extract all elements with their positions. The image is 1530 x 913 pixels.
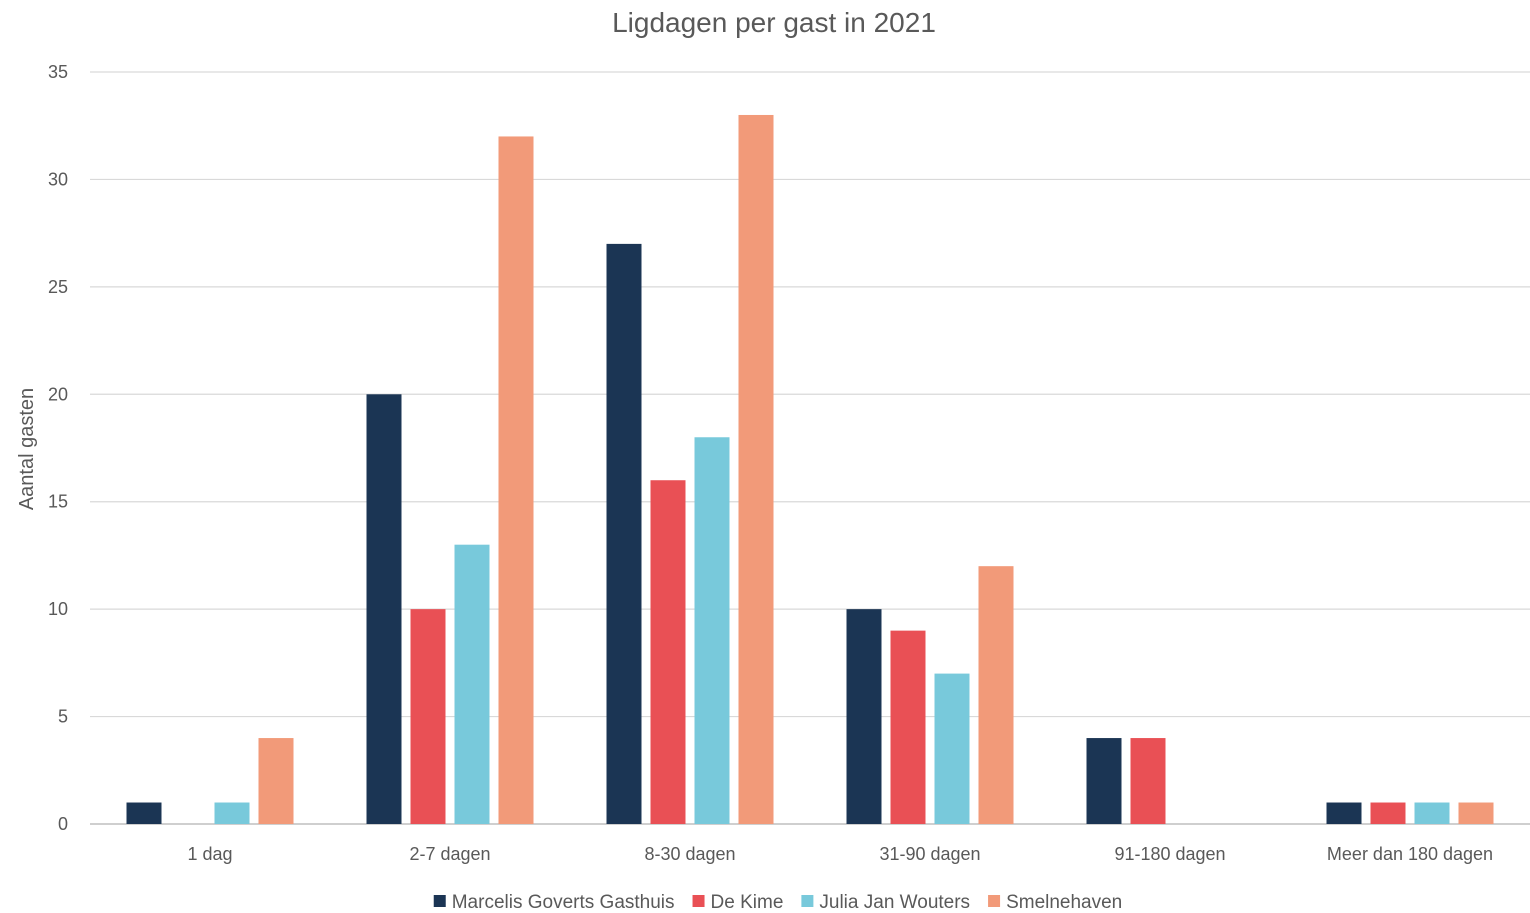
bar-marcelis-goverts-gasthuis-1: [366, 394, 402, 824]
bar-de-kime-3: [890, 630, 926, 824]
bar-marcelis-goverts-gasthuis-5: [1326, 802, 1362, 824]
bar-julia-jan-wouters-5: [1414, 802, 1450, 824]
bar-de-kime-5: [1370, 802, 1406, 824]
chart-title: Ligdagen per gast in 2021: [612, 7, 936, 38]
legend-label: Smelnehaven: [1006, 892, 1122, 913]
legend: Marcelis Goverts Gasthuis De Kime Julia Ja…: [433, 892, 1122, 913]
legend-label: De Kime: [711, 892, 784, 913]
y-tick-label: 20: [48, 384, 68, 404]
y-tick-label: 35: [48, 62, 68, 82]
bar-marcelis-goverts-gasthuis-4: [1086, 738, 1122, 824]
bar-marcelis-goverts-gasthuis-2: [606, 243, 642, 824]
legend-swatch: [692, 895, 705, 907]
y-tick-label: 0: [58, 814, 68, 834]
y-tick-label: 30: [48, 169, 68, 189]
bar-julia-jan-wouters-0: [214, 802, 250, 824]
legend-swatch: [433, 895, 446, 907]
bar-smelnehaven-0: [258, 738, 294, 824]
legend-item-marcelis-goverts-gasthuis: Marcelis Goverts Gasthuis: [433, 892, 675, 913]
legend-item-julia-jan-wouters: Julia Jan Wouters: [801, 892, 970, 913]
legend-swatch: [801, 895, 814, 907]
x-tick-label: Meer dan 180 dagen: [1327, 844, 1493, 864]
bar-smelnehaven-1: [498, 136, 534, 824]
y-axis-label: Aantal gasten: [16, 388, 38, 510]
y-tick-label: 15: [48, 492, 68, 512]
x-tick-label: 8-30 dagen: [644, 844, 735, 864]
legend-label: Julia Jan Wouters: [819, 892, 970, 913]
gridlines: [90, 71, 1530, 825]
bar-de-kime-4: [1130, 738, 1166, 824]
legend-item-smelnehaven: Smelnehaven: [988, 892, 1122, 913]
legend-item-de-kime: De Kime: [692, 892, 784, 913]
bar-smelnehaven-2: [738, 114, 774, 824]
legend-label: Marcelis Goverts Gasthuis: [452, 892, 675, 913]
x-tick-label: 2-7 dagen: [409, 844, 490, 864]
y-tick-label: 5: [58, 707, 68, 727]
bar-julia-jan-wouters-2: [694, 437, 730, 824]
x-tick-label: 1 dag: [187, 844, 232, 864]
bar-julia-jan-wouters-3: [934, 673, 970, 824]
bar-de-kime-2: [650, 480, 686, 824]
y-tick-label: 25: [48, 277, 68, 297]
y-axis-tick-labels: 0 5 10 15 20 25 30 35: [48, 62, 68, 834]
bar-smelnehaven-5: [1458, 802, 1494, 824]
bar-marcelis-goverts-gasthuis-0: [126, 802, 162, 824]
y-tick-label: 10: [48, 599, 68, 619]
bar-de-kime-1: [410, 609, 446, 824]
bar-julia-jan-wouters-1: [454, 544, 490, 824]
x-axis-tick-labels: 1 dag 2-7 dagen 8-30 dagen 31-90 dagen 91-18…: [187, 844, 1493, 864]
bars: [126, 114, 1494, 824]
legend-swatch: [988, 895, 1001, 907]
x-tick-label: 31-90 dagen: [879, 844, 980, 864]
bar-smelnehaven-3: [978, 566, 1014, 824]
x-tick-label: 91-180 dagen: [1114, 844, 1225, 864]
bar-marcelis-goverts-gasthuis-3: [846, 609, 882, 824]
